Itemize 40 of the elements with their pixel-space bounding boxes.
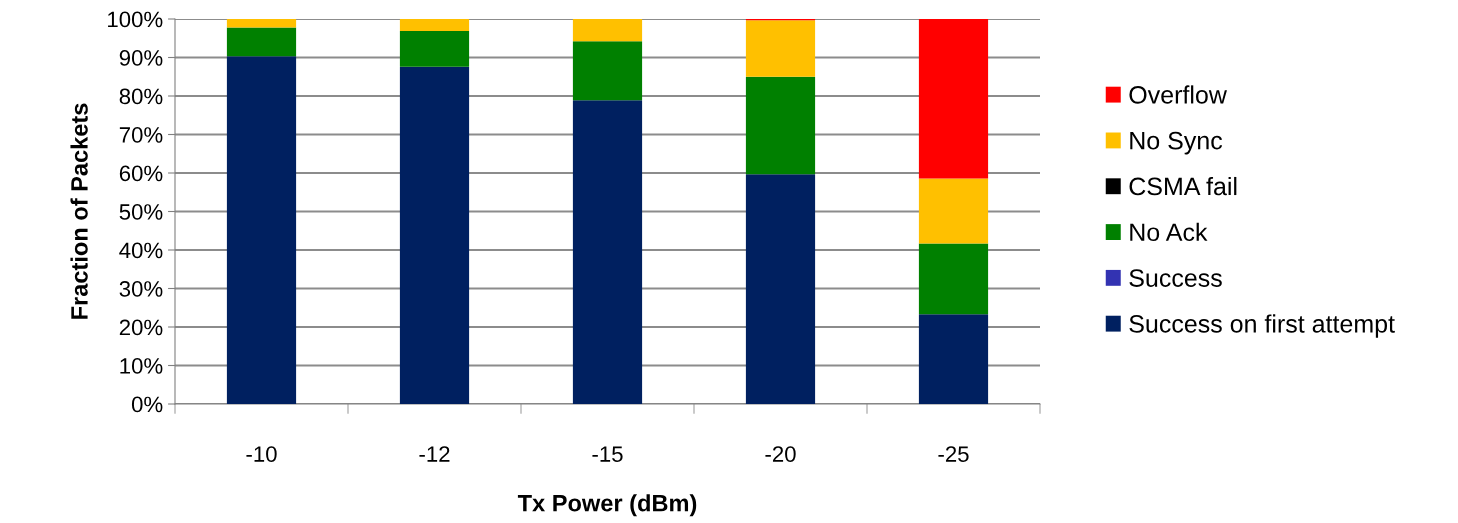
y-tick-label: 30% [119, 281, 163, 297]
legend-label: Success on first attempt [1129, 314, 1395, 338]
y-axis-title: Fraction of Packets [70, 103, 88, 319]
bar [572, 41, 643, 101]
bar [226, 19, 297, 28]
y-tick-label: 70% [119, 127, 163, 143]
y-tick-label: 40% [119, 242, 163, 259]
y-tick-label: 20% [119, 319, 163, 336]
bar [226, 27, 297, 57]
y-tick-label: 80% [119, 88, 163, 105]
y-tick-label: 90% [119, 50, 163, 66]
y-tick-label: 50% [119, 204, 163, 220]
y-tick-label: 60% [119, 165, 163, 182]
bar [918, 178, 989, 244]
y-tick-label: 0% [131, 396, 163, 413]
bar [399, 30, 470, 67]
bar [918, 314, 989, 404]
bar [226, 56, 297, 404]
x-tick-label: -15 [592, 446, 623, 462]
bar [918, 243, 989, 315]
legend-label: No Sync [1130, 131, 1223, 155]
legend-label: Success [1129, 269, 1222, 287]
legend-label: Overflow [1129, 85, 1227, 104]
bar [572, 19, 643, 42]
bar [572, 100, 643, 404]
bar [918, 19, 989, 179]
bar [745, 76, 816, 175]
x-tick-label: -12 [419, 446, 450, 462]
bar [399, 66, 470, 404]
x-tick-label: -25 [938, 446, 969, 462]
bar [745, 174, 816, 404]
x-axis-title: Tx Power (dBm) [517, 494, 697, 517]
y-tick-label: 100% [108, 11, 163, 28]
legend-label: No Ack [1130, 222, 1208, 242]
legend-label: CSMA fail [1129, 176, 1237, 196]
bar [745, 20, 816, 77]
x-tick-label: -10 [246, 446, 277, 462]
bar [399, 19, 470, 31]
x-tick-label: -20 [765, 446, 796, 462]
y-tick-label: 10% [120, 358, 163, 374]
